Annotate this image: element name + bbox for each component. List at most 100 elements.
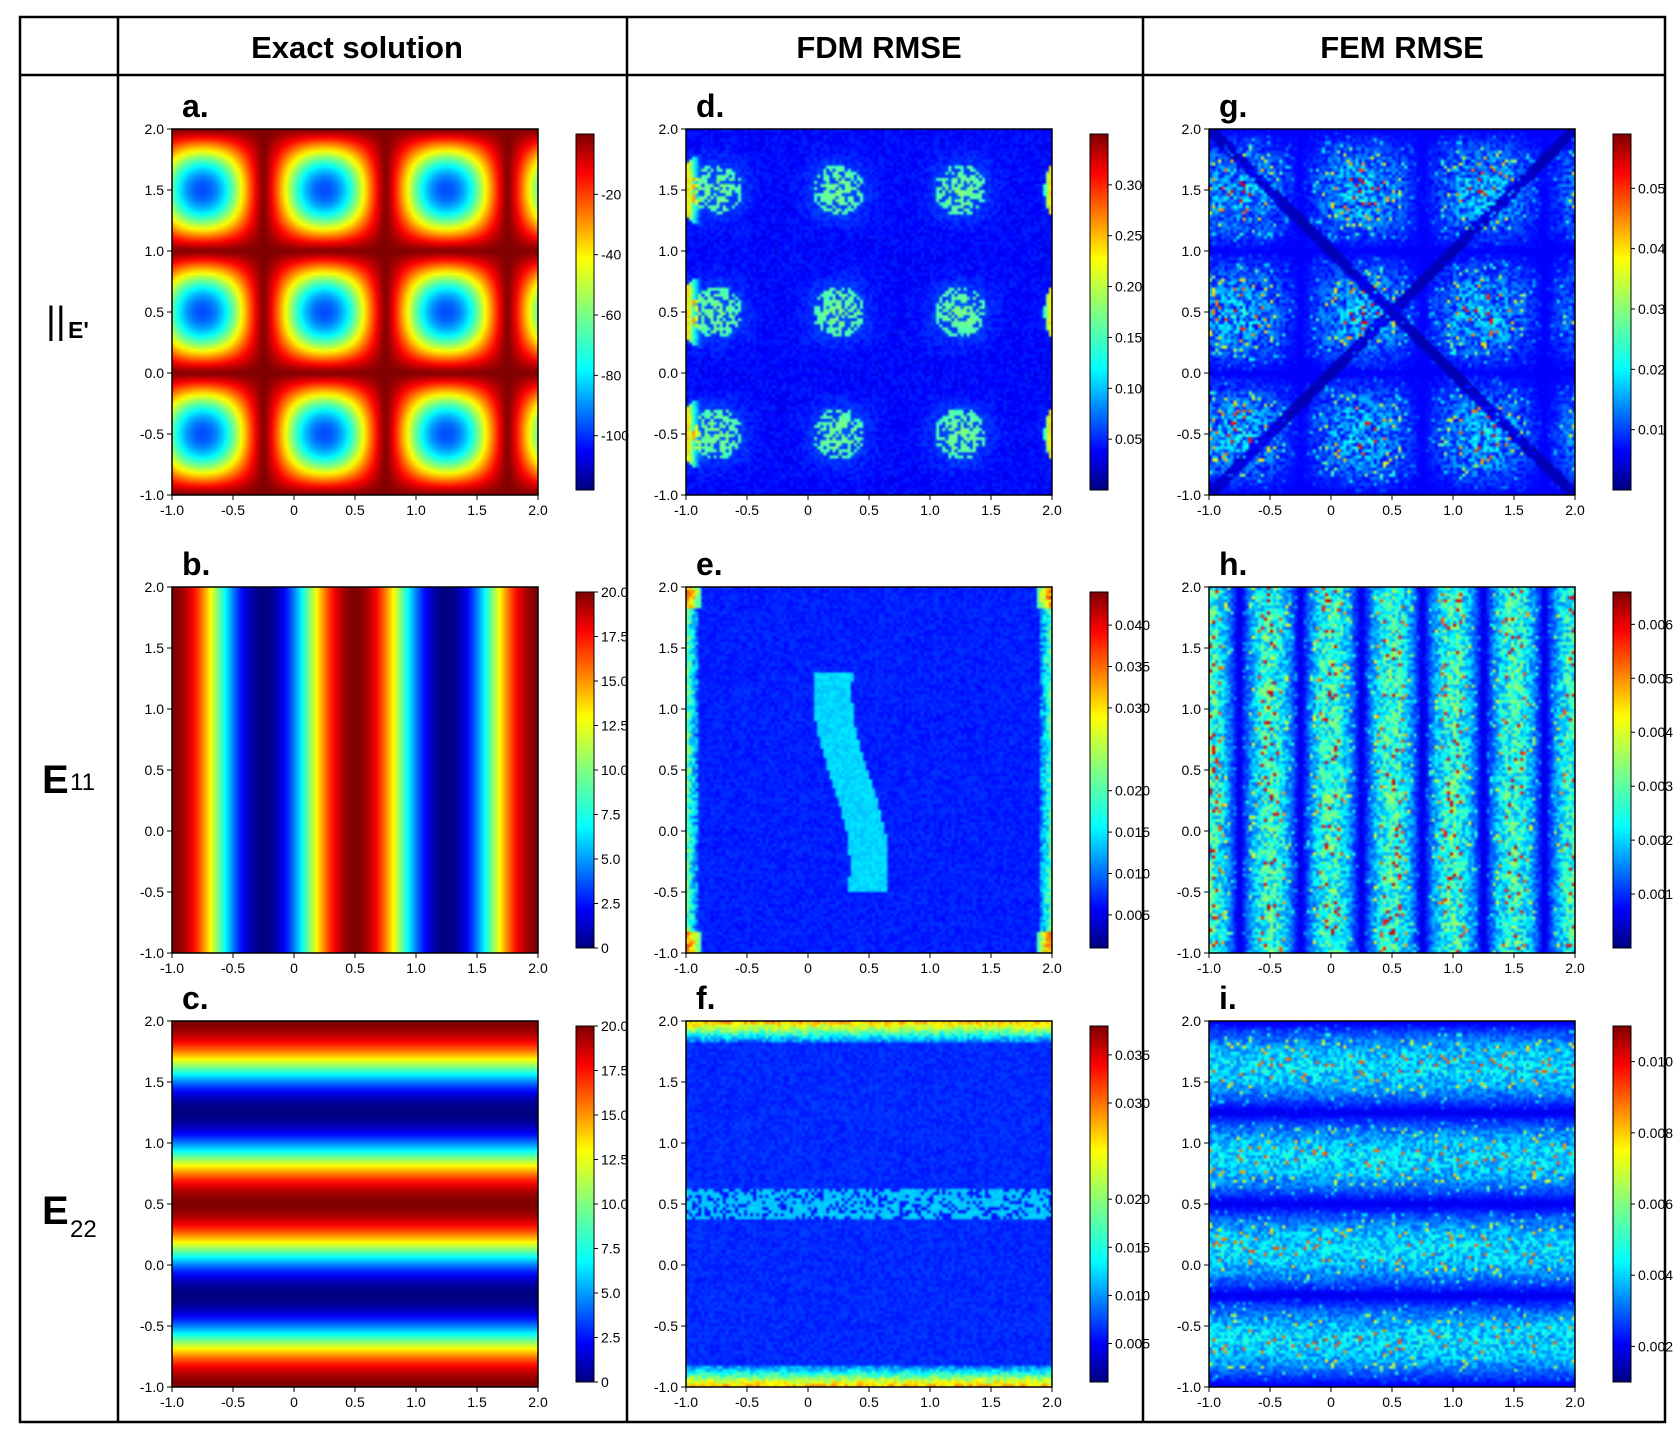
- y-tick-label: 0.5: [1182, 1196, 1202, 1212]
- colorbar-e: [1089, 591, 1109, 949]
- panel-g: g. -1.0 -0.5 0 0.5 1.0 1.5 2.0 -1.0 -0.5 0.0 0.5 1.0…: [1177, 88, 1666, 518]
- colorbar-tick-label: -80: [601, 367, 621, 383]
- x-tick-label: -0.5: [735, 960, 759, 976]
- y-tick-label: 2.0: [659, 121, 679, 137]
- y-tick-label: 2.0: [145, 1013, 165, 1029]
- y-tick-label: 1.5: [659, 182, 679, 198]
- y-tick-label: 0.0: [145, 365, 165, 381]
- x-tick-label: 1.0: [1443, 1394, 1463, 1410]
- x-tick-label: 1.0: [1443, 502, 1463, 518]
- colorbar-tick-label: 0.035: [1115, 659, 1150, 675]
- heatmap-image-i: [1209, 1021, 1575, 1387]
- x-tick-label: 2.0: [1565, 960, 1585, 976]
- x-tick-label: -0.5: [221, 502, 245, 518]
- x-tick-label: 0.5: [345, 960, 365, 976]
- y-tick-label: -0.5: [654, 1318, 678, 1334]
- colorbar-tick-label: 0.004: [1638, 724, 1673, 740]
- x-tick-label: 0: [1327, 502, 1335, 518]
- y-tick-label: 1.0: [145, 243, 165, 259]
- colorbar-tick-label: 0.002: [1638, 1338, 1673, 1354]
- heatmap-image-f: [686, 1021, 1052, 1387]
- y-tick-label: 0.0: [1182, 1257, 1202, 1273]
- x-tick-label: 1.5: [467, 960, 487, 976]
- x-tick-label: 1.5: [1504, 502, 1524, 518]
- panel-letter-f: f.: [696, 980, 716, 1016]
- x-tick-label: 1.5: [981, 502, 1001, 518]
- colorbar-tick-label: 0.008: [1638, 1125, 1673, 1141]
- row-label-e11-main: E: [42, 758, 69, 802]
- panel-letter-d: d.: [696, 88, 724, 124]
- colorbar-tick-label: 0.15: [1115, 329, 1142, 345]
- y-tick-label: 2.0: [1182, 1013, 1202, 1029]
- x-tick-label: 0.5: [859, 1394, 879, 1410]
- colorbar-tick-label: 0.25: [1115, 228, 1142, 244]
- y-tick-label: 2.0: [145, 579, 165, 595]
- colorbar-tick-label: -40: [601, 247, 621, 263]
- x-tick-label: -0.5: [735, 1394, 759, 1410]
- y-tick-label: 0.0: [1182, 365, 1202, 381]
- x-tick-label: 1.5: [1504, 960, 1524, 976]
- y-tick-label: -0.5: [654, 884, 678, 900]
- colorbar-tick-label: 0.015: [1115, 1239, 1150, 1255]
- heatmap-image-g: [1209, 129, 1575, 495]
- header-fdm-rmse: FDM RMSE: [796, 30, 961, 65]
- colorbar-tick-label: 0.005: [1115, 1336, 1150, 1352]
- x-tick-label: 0.5: [345, 1394, 365, 1410]
- y-tick-label: 1.0: [659, 243, 679, 259]
- y-tick-label: 1.5: [659, 640, 679, 656]
- x-tick-label: 1.0: [406, 502, 426, 518]
- colorbar-tick-label: 0.30: [1115, 177, 1142, 193]
- y-tick-label: 0.5: [145, 304, 165, 320]
- colorbar-tick-label: 0.006: [1638, 1196, 1673, 1212]
- colorbar-tick-label: 0.005: [1115, 907, 1150, 923]
- colorbar-a: [575, 133, 595, 491]
- y-tick-label: 1.5: [659, 1074, 679, 1090]
- x-tick-label: 0.5: [859, 960, 879, 976]
- y-tick-label: -1.0: [140, 945, 164, 961]
- x-tick-label: -0.5: [1258, 502, 1282, 518]
- x-tick-label: 2.0: [528, 1394, 548, 1410]
- heatmap-image-h: [1209, 587, 1575, 953]
- y-tick-label: -1.0: [140, 487, 164, 503]
- x-tick-label: -0.5: [221, 1394, 245, 1410]
- y-tick-label: 2.0: [145, 121, 165, 137]
- x-tick-label: 0.5: [1382, 1394, 1402, 1410]
- panel-letter-i: i.: [1219, 980, 1237, 1016]
- y-tick-label: 0.5: [659, 1196, 679, 1212]
- colorbar-i: [1612, 1025, 1632, 1383]
- row-label-norm-main: ||: [46, 300, 66, 342]
- x-tick-label: 0: [804, 960, 812, 976]
- y-tick-label: 0.0: [659, 365, 679, 381]
- y-tick-label: 1.5: [145, 182, 165, 198]
- y-tick-label: 1.5: [1182, 1074, 1202, 1090]
- y-tick-label: 0.5: [1182, 762, 1202, 778]
- y-tick-label: -1.0: [654, 487, 678, 503]
- y-tick-label: -1.0: [654, 1379, 678, 1395]
- colorbar-tick-label: 15.0: [601, 673, 628, 689]
- x-tick-label: 1.5: [981, 1394, 1001, 1410]
- x-tick-label: 2.0: [1042, 1394, 1062, 1410]
- colorbar-g: [1612, 133, 1632, 491]
- y-tick-label: 0.0: [1182, 823, 1202, 839]
- panel-c: c. -1.0 -0.5 0 0.5 1.0 1.5 2.0 -1.0 -0.5 0.0 0.5 1.0…: [140, 980, 629, 1410]
- x-tick-label: 0: [804, 1394, 812, 1410]
- y-tick-label: -0.5: [654, 426, 678, 442]
- y-tick-label: -1.0: [140, 1379, 164, 1395]
- colorbar-tick-label: 7.5: [601, 807, 621, 823]
- colorbar-tick-label: 5.0: [601, 851, 621, 867]
- y-tick-label: 0.0: [145, 1257, 165, 1273]
- panel-letter-h: h.: [1219, 546, 1247, 582]
- panel-h: h. -1.0 -0.5 0 0.5 1.0 1.5 2.0 -1.0 -0.5 0.0 0.5 1.0…: [1177, 546, 1673, 976]
- heatmap-image-d: [686, 129, 1052, 495]
- x-tick-label: 0: [1327, 1394, 1335, 1410]
- x-tick-label: 1.0: [920, 1394, 940, 1410]
- heatmap-image-c: [172, 1021, 538, 1387]
- colorbar-tick-label: 0.10: [1115, 380, 1142, 396]
- colorbar-tick-label: 0.010: [1115, 865, 1150, 881]
- row-label-e11: E 11: [42, 758, 95, 802]
- x-tick-label: -1.0: [1197, 960, 1221, 976]
- colorbar-tick-label: 0.002: [1638, 832, 1673, 848]
- x-tick-label: -1.0: [1197, 502, 1221, 518]
